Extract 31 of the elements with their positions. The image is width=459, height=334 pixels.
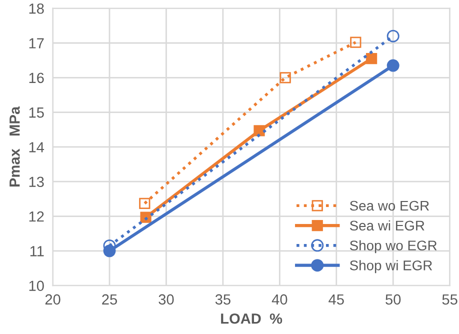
point <box>386 30 400 42</box>
x-tick-label: 50 <box>386 294 401 305</box>
y-tick-label: 18 <box>29 3 44 14</box>
y-tick-label: 11 <box>30 246 44 256</box>
legend-label: Sea wi EGR <box>350 220 424 231</box>
y-tick-label: 13 <box>29 176 44 188</box>
point <box>139 198 150 209</box>
legend-label: Sea wo EGR <box>350 200 429 211</box>
point <box>386 59 400 72</box>
point <box>280 72 291 84</box>
point <box>350 36 362 48</box>
y-tick-label: 16 <box>29 72 44 84</box>
y-tick-label: 12 <box>29 211 44 222</box>
x-tick-label: 40 <box>272 294 288 305</box>
y-tick-label: 17 <box>29 38 44 48</box>
point <box>254 125 265 136</box>
y-tick-label: 10 <box>29 280 44 291</box>
x-tick-label: 20 <box>45 294 60 305</box>
x-tick-label: 30 <box>158 294 174 305</box>
point <box>140 212 152 223</box>
x-tick-label: 25 <box>102 294 118 305</box>
x-tick-label: 35 <box>215 294 230 305</box>
x-tick-label: 45 <box>328 294 344 305</box>
point <box>366 53 378 64</box>
legend-label: Shop wi EGR <box>350 260 432 274</box>
x-tick-label: 55 <box>442 294 458 305</box>
legend-label: Shop wo EGR <box>350 240 437 254</box>
y-tick-label: 14 <box>29 142 44 152</box>
y-axis-title: Pmax MPa <box>10 106 20 187</box>
x-axis-title: LOAD % <box>221 313 282 324</box>
y-tick-label: 15 <box>29 108 44 118</box>
